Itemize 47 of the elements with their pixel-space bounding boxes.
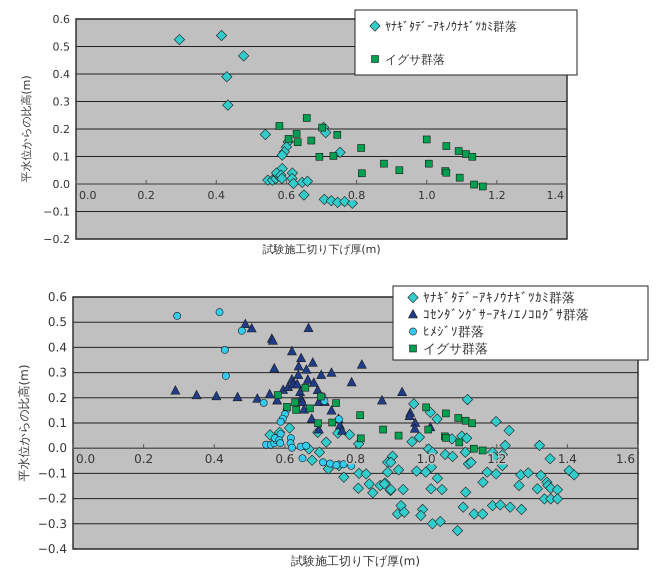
x-tick-label: 0.2 bbox=[134, 452, 154, 466]
x-tick-label: 0.4 bbox=[204, 452, 224, 466]
y-tick-label: 0.3 bbox=[48, 366, 67, 380]
y-tick-label: 0.2 bbox=[48, 390, 67, 405]
y-tick-label: 0.4 bbox=[48, 340, 67, 354]
x-tick-label: 0.6 bbox=[275, 452, 294, 466]
legend-label: ﾋﾒｼﾞｿ群落 bbox=[423, 325, 484, 340]
x-tick-label: 1.4 bbox=[558, 452, 577, 466]
y-tick-label: 0.1 bbox=[52, 150, 70, 164]
y-tick-label: 0.6 bbox=[52, 13, 70, 26]
legend-label: ﾔﾅｷﾞﾀﾃﾞｰｱｷﾉｳﾅｷﾞﾂｶﾐ群落 bbox=[423, 291, 575, 306]
y-tick-label: −0.3 bbox=[38, 516, 67, 531]
y-tick-label: −0.2 bbox=[38, 492, 67, 506]
y-tick-label: −0.2 bbox=[43, 233, 70, 246]
x-tick-label: 1.2 bbox=[488, 189, 506, 202]
y-tick-label: −0.1 bbox=[43, 206, 70, 218]
y-tick-label: 0.6 bbox=[48, 290, 67, 304]
x-tick-label: 0.0 bbox=[76, 452, 96, 466]
y-tick-label: 0.0 bbox=[52, 178, 70, 191]
x-tick-label: 0.6 bbox=[278, 189, 296, 202]
x-tick-label: 1.0 bbox=[418, 189, 436, 202]
y-tick-label: 0.5 bbox=[52, 40, 70, 54]
legend-label: イグサ群落 bbox=[385, 52, 445, 66]
y-tick-label: 0.4 bbox=[52, 68, 70, 81]
x-tick-label: 0.0 bbox=[79, 189, 96, 202]
x-tick-label: 1.2 bbox=[487, 452, 506, 466]
y-tick-label: −0.1 bbox=[38, 466, 67, 480]
y-axis-title: 平水位からの比高(m) bbox=[20, 75, 33, 183]
x-tick-label: 0.2 bbox=[137, 189, 155, 202]
y-tick-label: 0.0 bbox=[48, 441, 67, 456]
y-tick-label: −0.4 bbox=[38, 542, 67, 556]
y-tick-label: 0.1 bbox=[48, 416, 67, 430]
x-axis-title: 試験施工切り下げ厚(m) bbox=[262, 243, 381, 256]
y-axis-title: 平水位からの比高(m) bbox=[17, 364, 31, 482]
x-tick-label: 0.4 bbox=[208, 189, 226, 202]
x-axis-title: 試験施工切り下げ厚(m) bbox=[290, 554, 420, 568]
legend-label: イグサ群落 bbox=[423, 342, 488, 357]
y-tick-label: 0.5 bbox=[48, 315, 67, 330]
x-tick-label: 0.8 bbox=[348, 189, 366, 202]
x-tick-label: 0.8 bbox=[346, 452, 366, 466]
legend-label: ｺｾﾝﾀﾞﾝｸﾞｻｰｱｷﾉｴﾉｺﾛｸﾞｻ群落 bbox=[423, 308, 589, 323]
y-tick-label: 0.2 bbox=[52, 123, 70, 136]
legend-label: ﾔﾅｷﾞﾀﾃﾞｰｱｷﾉｳﾅｷﾞﾂｶﾐ群落 bbox=[385, 20, 517, 34]
x-tick-label: 1.4 bbox=[546, 189, 564, 202]
x-tick-label: 1.0 bbox=[416, 452, 436, 466]
y-tick-label: 0.3 bbox=[52, 96, 70, 108]
x-tick-label: 1.6 bbox=[616, 452, 635, 466]
